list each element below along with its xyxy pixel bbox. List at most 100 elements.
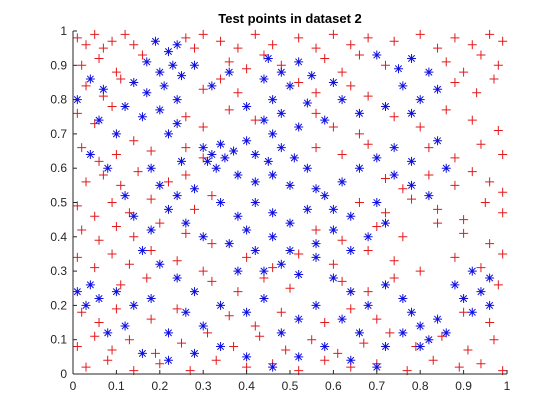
asterisk-marker bbox=[216, 198, 225, 207]
asterisk-marker bbox=[407, 109, 416, 118]
asterisk-marker bbox=[177, 157, 186, 166]
asterisk-marker bbox=[286, 181, 295, 190]
asterisk-marker bbox=[190, 184, 199, 193]
asterisk-marker bbox=[290, 153, 299, 162]
asterisk-marker bbox=[320, 116, 329, 125]
asterisk-marker bbox=[355, 328, 364, 337]
y-tick-label: 0.8 bbox=[50, 93, 67, 107]
asterisk-marker bbox=[138, 112, 147, 121]
asterisk-marker bbox=[390, 171, 399, 180]
asterisk-marker bbox=[229, 147, 238, 156]
asterisk-marker bbox=[424, 335, 433, 344]
asterisk-marker bbox=[73, 287, 82, 296]
asterisk-marker bbox=[95, 294, 104, 303]
y-tick-label: 1 bbox=[60, 24, 67, 38]
asterisk-marker bbox=[364, 301, 373, 310]
asterisk-marker bbox=[164, 356, 173, 365]
asterisk-marker bbox=[190, 349, 199, 358]
asterisk-marker bbox=[225, 68, 234, 77]
asterisk-marker bbox=[121, 191, 130, 200]
asterisk-marker bbox=[216, 140, 225, 149]
asterisk-marker bbox=[155, 260, 164, 269]
asterisk-marker bbox=[407, 157, 416, 166]
asterisk-marker bbox=[407, 181, 416, 190]
asterisk-marker bbox=[277, 109, 286, 118]
asterisk-marker bbox=[286, 246, 295, 255]
asterisk-marker bbox=[199, 232, 208, 241]
asterisk-marker bbox=[121, 321, 130, 330]
asterisk-marker bbox=[86, 150, 95, 159]
asterisk-marker bbox=[381, 219, 390, 228]
asterisk-marker bbox=[312, 239, 321, 248]
asterisk-marker bbox=[294, 315, 303, 324]
asterisk-marker bbox=[259, 116, 268, 125]
asterisk-marker bbox=[142, 57, 151, 66]
asterisk-marker bbox=[303, 205, 312, 214]
x-tick-label: 0.3 bbox=[195, 379, 212, 393]
asterisk-marker bbox=[251, 177, 260, 186]
asterisk-marker bbox=[168, 61, 177, 70]
asterisk-marker bbox=[277, 68, 286, 77]
asterisk-marker bbox=[216, 301, 225, 310]
asterisk-marker bbox=[372, 198, 381, 207]
asterisk-marker bbox=[225, 239, 234, 248]
asterisk-marker bbox=[416, 342, 425, 351]
asterisk-marker bbox=[303, 164, 312, 173]
asterisk-marker bbox=[294, 352, 303, 361]
asterisk-marker bbox=[251, 246, 260, 255]
asterisk-marker bbox=[294, 123, 303, 132]
asterisk-marker bbox=[173, 119, 182, 128]
chart-title: Test points in dataset 2 bbox=[218, 11, 362, 26]
asterisk-marker bbox=[381, 280, 390, 289]
asterisk-marker bbox=[129, 212, 138, 221]
asterisk-marker bbox=[173, 40, 182, 49]
asterisk-marker bbox=[485, 301, 494, 310]
asterisk-marker bbox=[433, 85, 442, 94]
asterisk-marker bbox=[112, 129, 121, 138]
asterisk-marker bbox=[207, 81, 216, 90]
asterisk-marker bbox=[381, 102, 390, 111]
asterisk-marker bbox=[355, 109, 364, 118]
asterisk-marker bbox=[485, 273, 494, 282]
asterisk-marker bbox=[416, 95, 425, 104]
y-tick-label: 0.7 bbox=[50, 127, 67, 141]
asterisk-marker bbox=[294, 57, 303, 66]
y-tick-label: 0.5 bbox=[50, 196, 67, 210]
asterisk-marker bbox=[268, 232, 277, 241]
asterisk-marker bbox=[207, 150, 216, 159]
asterisk-marker bbox=[173, 273, 182, 282]
asterisk-marker bbox=[129, 301, 138, 310]
asterisk-marker bbox=[416, 321, 425, 330]
asterisk-marker bbox=[286, 219, 295, 228]
asterisk-marker bbox=[121, 102, 130, 111]
asterisk-marker bbox=[346, 287, 355, 296]
x-tick-label: 1 bbox=[504, 379, 511, 393]
asterisk-marker bbox=[155, 181, 164, 190]
asterisk-marker bbox=[173, 191, 182, 200]
x-tick-label: 0.4 bbox=[238, 379, 255, 393]
asterisk-marker bbox=[190, 287, 199, 296]
asterisk-marker bbox=[99, 85, 108, 94]
asterisk-marker bbox=[346, 246, 355, 255]
asterisk-marker bbox=[164, 205, 173, 214]
asterisk-marker bbox=[181, 219, 190, 228]
asterisk-marker bbox=[407, 54, 416, 63]
asterisk-marker bbox=[268, 363, 277, 372]
y-tick-label: 0 bbox=[60, 367, 67, 381]
x-tick-label: 0 bbox=[70, 379, 77, 393]
asterisk-marker bbox=[268, 171, 277, 180]
asterisk-marker bbox=[251, 150, 260, 159]
asterisk-marker bbox=[312, 253, 321, 262]
asterisk-marker bbox=[277, 143, 286, 152]
asterisk-marker bbox=[338, 95, 347, 104]
asterisk-marker bbox=[203, 157, 212, 166]
asterisk-marker bbox=[433, 315, 442, 324]
asterisk-marker bbox=[181, 308, 190, 317]
asterisk-marker bbox=[95, 116, 104, 125]
asterisk-marker bbox=[147, 225, 156, 234]
asterisk-marker bbox=[390, 143, 399, 152]
asterisk-marker bbox=[381, 342, 390, 351]
asterisk-marker bbox=[242, 136, 251, 145]
asterisk-marker bbox=[138, 246, 147, 255]
asterisk-marker bbox=[242, 102, 251, 111]
